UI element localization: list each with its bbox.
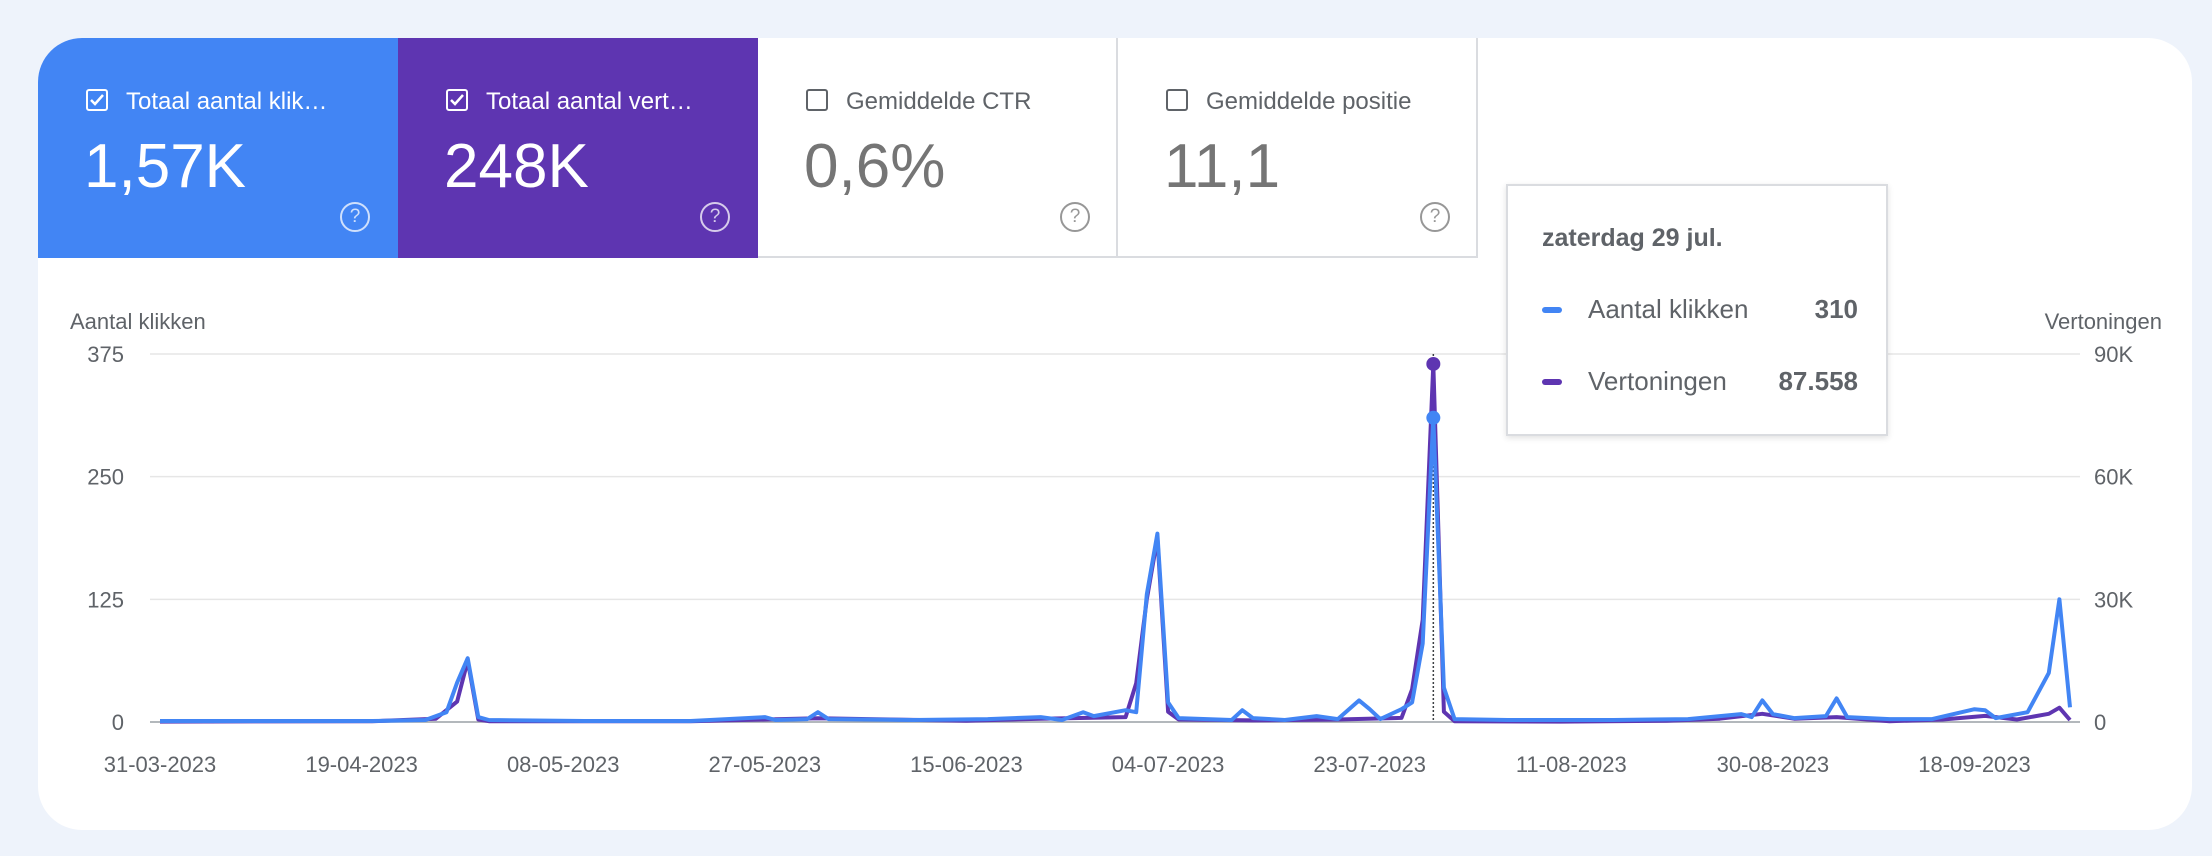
y-right-tick-label: 0	[2094, 710, 2106, 735]
help-icon[interactable]: ?	[340, 202, 370, 232]
checkbox-unchecked-icon[interactable]	[1166, 89, 1188, 111]
tooltip-series-name: Vertoningen	[1588, 366, 1727, 396]
tooltip-series-value: 310	[1814, 294, 1858, 324]
help-icon[interactable]: ?	[1420, 202, 1450, 232]
y-right-tick-label: 60K	[2094, 465, 2133, 490]
y-right-ticks: 90K 60K 30K 0	[2094, 342, 2133, 735]
x-tick-label: 15-06-2023	[910, 752, 1023, 777]
y-right-axis-title: Vertoningen	[2045, 309, 2162, 334]
help-icon[interactable]: ?	[1060, 202, 1090, 232]
x-tick-label: 23-07-2023	[1313, 752, 1426, 777]
metric-value: 11,1	[1164, 132, 1281, 201]
y-left-ticks: 375 250 125 0	[87, 342, 124, 735]
y-left-axis-title: Aantal klikken	[70, 309, 206, 334]
y-right-tick-label: 30K	[2094, 587, 2133, 612]
y-left-tick-label: 250	[87, 465, 124, 490]
x-tick-label: 08-05-2023	[507, 752, 620, 777]
x-tick-label: 04-07-2023	[1112, 752, 1225, 777]
y-left-tick-label: 125	[87, 587, 124, 612]
x-ticks: 31-03-2023 19-04-2023 08-05-2023 27-05-2023…	[104, 752, 2031, 777]
tooltip-row-impressions: Vertoningen 87.558	[1542, 366, 1858, 398]
metric-value: 1,57K	[84, 132, 247, 201]
x-tick-label: 27-05-2023	[709, 752, 822, 777]
chart-tooltip: zaterdag 29 jul. Aantal klikken 310 Vert…	[1506, 184, 1888, 436]
chart-series	[159, 356, 2072, 724]
x-tick-label: 11-08-2023	[1516, 752, 1627, 777]
metric-tiles: Totaal aantal klik… 1,57K ? Totaal aanta…	[38, 38, 1478, 258]
performance-chart[interactable]: Aantal klikken Vertoningen 375 250 125 0 90…	[38, 38, 2192, 830]
x-tick-label: 19-04-2023	[305, 752, 418, 777]
metric-value: 0,6%	[804, 132, 946, 201]
x-tick-label: 31-03-2023	[104, 752, 217, 777]
x-tick-label: 18-09-2023	[1918, 752, 2031, 777]
series-swatch	[1542, 379, 1562, 385]
y-left-tick-label: 375	[87, 342, 124, 367]
checkbox-unchecked-icon[interactable]	[806, 89, 828, 111]
metric-tile-ctr[interactable]: Gemiddelde CTR 0,6% ?	[758, 38, 1118, 258]
metric-value: 248K	[444, 132, 589, 201]
x-tick-label: 30-08-2023	[1717, 752, 1830, 777]
y-left-tick-label: 0	[112, 710, 124, 735]
metric-tile-impressions[interactable]: Totaal aantal vert… 248K ?	[398, 38, 758, 258]
checkbox-checked-icon[interactable]	[86, 89, 108, 111]
performance-card: Totaal aantal klik… 1,57K ? Totaal aanta…	[38, 38, 2192, 830]
checkbox-checked-icon[interactable]	[446, 89, 468, 111]
series-swatch	[1542, 307, 1562, 313]
metric-tile-clicks[interactable]: Totaal aantal klik… 1,57K ?	[38, 38, 398, 258]
hover-point	[1426, 410, 1441, 425]
tooltip-series-name: Aantal klikken	[1588, 294, 1749, 324]
help-icon[interactable]: ?	[700, 202, 730, 232]
tooltip-series-value: 87.558	[1778, 366, 1858, 396]
metric-tile-position[interactable]: Gemiddelde positie 11,1 ?	[1118, 38, 1478, 258]
y-right-tick-label: 90K	[2094, 342, 2133, 367]
series-line-clicks	[160, 415, 2072, 723]
tooltip-date: zaterdag 29 jul.	[1542, 224, 1723, 252]
tooltip-row-clicks: Aantal klikken 310	[1542, 294, 1858, 326]
hover-point	[1426, 356, 1441, 371]
